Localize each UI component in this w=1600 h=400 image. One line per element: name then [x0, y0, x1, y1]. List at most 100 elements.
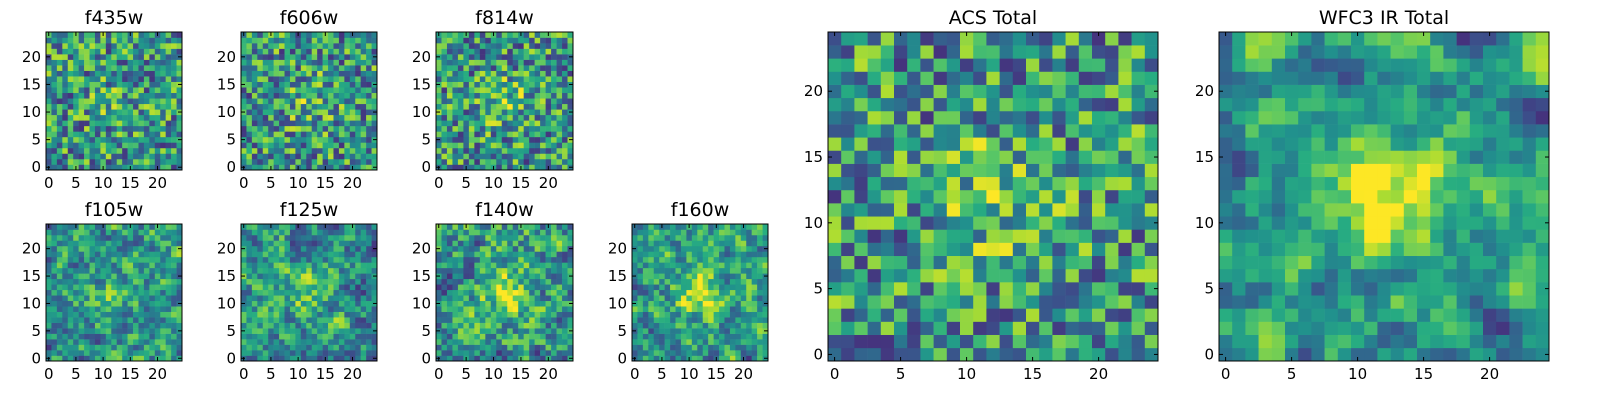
heatmap-cell	[867, 308, 882, 322]
heatmap-cell	[328, 103, 334, 110]
heatmap-cell	[675, 322, 682, 329]
heatmap-cell	[664, 245, 671, 252]
heatmap-cell	[160, 32, 166, 38]
heatmap-cell	[273, 224, 280, 230]
heatmap-cell	[691, 224, 698, 230]
heatmap-cell	[441, 355, 448, 362]
heatmap-cell	[1078, 321, 1093, 335]
heatmap-cell	[349, 333, 356, 340]
heatmap-cell	[496, 153, 503, 160]
heatmap-cell	[632, 234, 638, 241]
heatmap-cell	[360, 256, 367, 263]
heatmap-cell	[512, 306, 519, 312]
y-tick-label: 0	[31, 349, 41, 367]
heatmap-cell	[441, 344, 448, 351]
heatmap-cell	[62, 350, 69, 356]
heatmap-cell	[284, 306, 291, 312]
heatmap-cell	[567, 32, 574, 38]
heatmap-cell	[56, 344, 63, 351]
heatmap-cell	[485, 65, 492, 71]
heatmap-cell	[100, 98, 107, 105]
heatmap-cell	[632, 333, 638, 340]
heatmap-cell	[474, 54, 481, 60]
heatmap-cell	[529, 229, 535, 236]
heatmap-cell	[100, 48, 107, 55]
heatmap-cell	[56, 65, 63, 71]
heatmap-cell	[311, 164, 318, 171]
heatmap-cell	[371, 234, 378, 241]
heatmap-cell	[512, 251, 519, 258]
heatmap-cell	[485, 350, 492, 356]
heatmap-cell	[67, 147, 74, 154]
heatmap-cell	[719, 262, 725, 269]
heatmap-cell	[973, 216, 987, 230]
heatmap-cell	[670, 256, 676, 263]
heatmap-cell	[452, 87, 459, 94]
heatmap-cell	[637, 284, 644, 291]
heatmap-cell	[105, 59, 112, 66]
heatmap-cell	[920, 308, 934, 322]
heatmap-cell	[84, 153, 90, 160]
heatmap-cell	[518, 317, 524, 323]
heatmap-cell	[457, 251, 464, 258]
heatmap-cell	[127, 136, 134, 143]
heatmap-cell	[360, 81, 367, 88]
heatmap-cell	[300, 87, 307, 94]
heatmap-cell	[1026, 216, 1040, 230]
heatmap-cell	[94, 54, 101, 60]
heatmap-cell	[289, 76, 296, 82]
heatmap-cell	[659, 267, 665, 274]
heatmap-cell	[463, 344, 470, 351]
heatmap-cell	[143, 284, 150, 291]
heatmap-cell	[540, 109, 546, 116]
heatmap-cell	[268, 317, 274, 323]
heatmap-cell	[567, 344, 574, 351]
y-tick-label: 20	[22, 48, 41, 66]
heatmap-cell	[518, 59, 524, 66]
heatmap-cell	[479, 317, 486, 323]
heatmap-cell	[562, 164, 568, 171]
heatmap-cell	[501, 240, 508, 247]
heatmap-cell	[89, 317, 96, 323]
heatmap-cell	[540, 224, 546, 230]
heatmap-cell	[143, 114, 150, 121]
heatmap-cell	[46, 87, 52, 94]
heatmap-cell	[116, 98, 123, 105]
heatmap-cell	[171, 59, 177, 66]
heatmap-cell	[355, 114, 361, 121]
heatmap-cell	[457, 32, 464, 38]
heatmap-cell	[138, 65, 145, 71]
heatmap-cell	[84, 306, 90, 312]
heatmap-cell	[300, 76, 307, 82]
heatmap-cell	[496, 59, 503, 66]
heatmap-cell	[507, 306, 514, 312]
heatmap-cell	[366, 306, 372, 312]
heatmap-cell	[540, 131, 546, 138]
heatmap-cell	[740, 300, 747, 307]
heatmap-cell	[360, 344, 367, 351]
heatmap-cell	[551, 76, 557, 82]
heatmap-cell	[468, 48, 475, 55]
heatmap-cell	[360, 37, 367, 44]
heatmap-cell	[702, 328, 709, 334]
heatmap-cell	[828, 295, 842, 309]
heatmap-cell	[1092, 347, 1106, 362]
heatmap-cell	[518, 70, 524, 77]
heatmap-cell	[328, 136, 334, 143]
heatmap-cell	[355, 322, 361, 329]
heatmap-cell	[529, 76, 535, 82]
heatmap-cell	[680, 256, 687, 263]
heatmap-cell	[89, 59, 96, 66]
heatmap-cell	[735, 262, 742, 269]
heatmap-cell	[828, 334, 842, 349]
heatmap-cell	[512, 224, 519, 230]
heatmap-cell	[295, 333, 302, 340]
heatmap-cell	[540, 142, 546, 149]
heatmap-cell	[724, 289, 731, 296]
heatmap-cell	[149, 76, 156, 82]
heatmap-cell	[551, 317, 557, 323]
heatmap-cell	[116, 32, 123, 38]
heatmap-cell	[828, 150, 842, 164]
heatmap-cell	[933, 150, 948, 164]
heatmap-cell	[51, 109, 58, 116]
